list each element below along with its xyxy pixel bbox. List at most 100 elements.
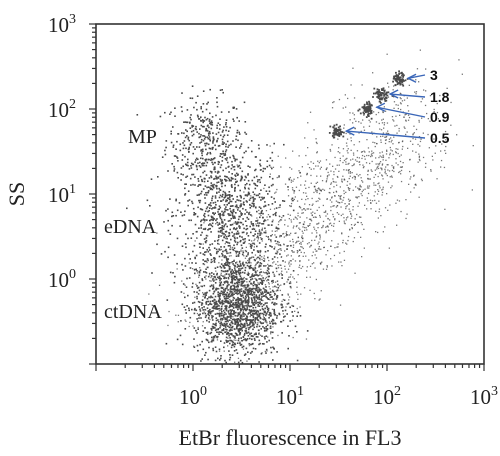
point (223, 328, 225, 330)
point (232, 118, 234, 120)
point (201, 164, 204, 167)
point (275, 286, 278, 288)
point (182, 142, 184, 144)
point (241, 231, 244, 234)
point (267, 219, 269, 221)
point (242, 262, 244, 265)
point (440, 166, 442, 168)
point (287, 213, 289, 215)
point (219, 189, 222, 191)
point (370, 202, 372, 204)
point (425, 162, 427, 165)
point (184, 265, 187, 267)
point (234, 241, 237, 243)
bead-point (399, 83, 402, 86)
point (250, 343, 252, 346)
point (218, 234, 220, 237)
point (333, 191, 335, 194)
point (250, 221, 253, 223)
point (250, 288, 252, 291)
point (369, 199, 372, 201)
point (171, 224, 173, 227)
point (256, 245, 258, 248)
point (230, 295, 232, 297)
point (216, 306, 218, 308)
point (192, 173, 195, 176)
point (258, 179, 261, 181)
point (269, 264, 272, 267)
point (211, 339, 213, 342)
point (175, 199, 177, 202)
point (395, 151, 397, 153)
point (259, 213, 261, 215)
point (319, 198, 321, 200)
point (203, 271, 205, 273)
point (339, 198, 341, 200)
point (242, 291, 245, 293)
point (240, 267, 242, 270)
point (219, 134, 222, 137)
point (325, 268, 328, 270)
point (280, 306, 283, 309)
point (269, 291, 272, 293)
point (230, 328, 232, 331)
point (239, 332, 241, 335)
bead-point (383, 90, 386, 93)
point (244, 220, 247, 222)
point (184, 155, 186, 158)
point (292, 315, 294, 317)
point (299, 171, 301, 174)
point (258, 209, 260, 212)
point (350, 224, 353, 226)
point (318, 299, 320, 301)
point (281, 332, 283, 334)
point (230, 319, 232, 321)
point (322, 224, 324, 227)
point (184, 328, 187, 330)
point (237, 233, 240, 235)
point (222, 213, 224, 216)
bead-point (363, 103, 366, 106)
point (296, 359, 299, 362)
point (236, 284, 239, 286)
point (217, 122, 220, 124)
point (432, 159, 434, 161)
point (219, 359, 221, 361)
point (290, 202, 293, 205)
point (266, 165, 269, 168)
point (418, 121, 420, 123)
point (196, 215, 199, 218)
point (205, 351, 207, 354)
point (296, 200, 299, 202)
point (264, 201, 266, 203)
point (224, 178, 226, 181)
point (262, 292, 264, 295)
point (330, 183, 332, 185)
point (265, 219, 267, 222)
point (287, 254, 289, 256)
bead-point (401, 78, 404, 80)
bead-point (362, 111, 365, 114)
point (233, 345, 236, 348)
point (259, 181, 261, 184)
point (332, 101, 334, 104)
point (373, 182, 375, 184)
point (200, 317, 202, 319)
point (211, 336, 213, 339)
point (226, 316, 229, 318)
point (268, 164, 271, 167)
point (240, 308, 242, 311)
point (444, 130, 447, 133)
point (244, 302, 247, 304)
point (171, 211, 174, 214)
point (300, 246, 302, 248)
point (292, 150, 294, 152)
point (320, 248, 322, 250)
point (238, 303, 240, 305)
point (214, 240, 216, 242)
point (281, 277, 283, 279)
point (267, 271, 270, 273)
point (199, 252, 202, 254)
point (223, 197, 226, 199)
point (297, 236, 299, 238)
